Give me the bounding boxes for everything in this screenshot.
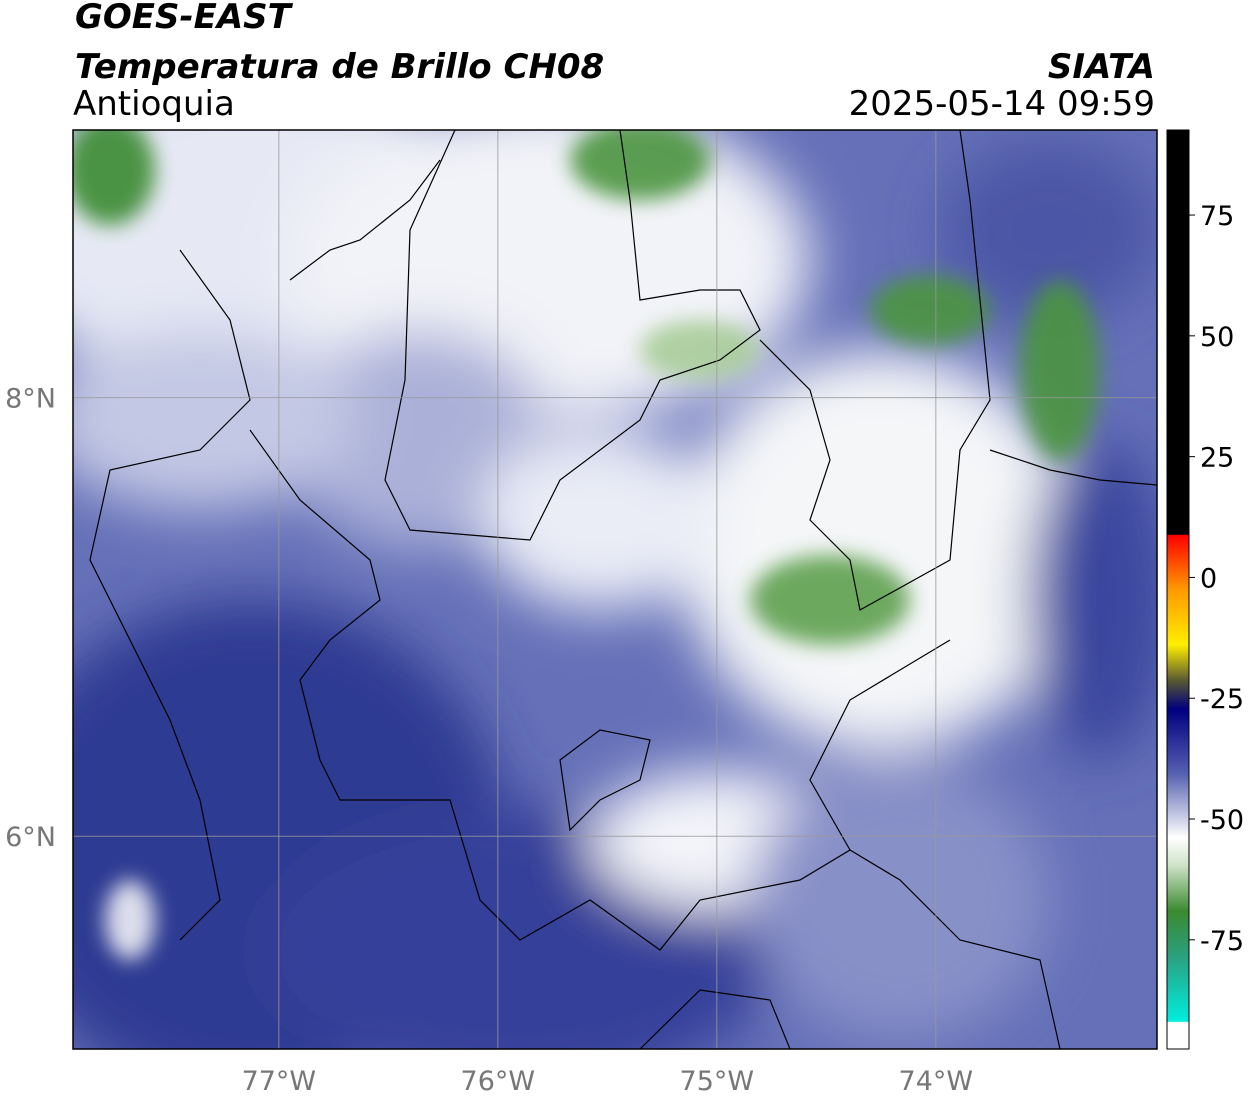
- product-title: Temperatura de Brillo CH08: [75, 47, 604, 87]
- lat-tick-label: 6°N: [5, 822, 56, 853]
- colorbar-tick-label: -75: [1200, 926, 1244, 957]
- satellite-image: [73, 130, 1157, 1049]
- lon-tick-label: 76°W: [461, 1066, 536, 1097]
- source: SIATA: [1048, 47, 1155, 87]
- lon-tick-label: 77°W: [242, 1066, 317, 1097]
- borders: [89, 130, 1157, 1049]
- colorbar-tick-label: 50: [1200, 322, 1234, 353]
- colorbar-tick-label: -25: [1200, 684, 1244, 715]
- lat-tick-label: 8°N: [5, 384, 56, 415]
- colorbar-tick-label: 25: [1200, 443, 1234, 474]
- colorbar: [1166, 129, 1190, 1050]
- satellite-title: GOES-EAST: [75, 0, 294, 37]
- colorbar-tick-label: 0: [1200, 563, 1217, 594]
- lon-tick-label: 75°W: [680, 1066, 755, 1097]
- colorbar-tick-label: -50: [1200, 805, 1244, 836]
- timestamp: 2025-05-14 09:59: [849, 84, 1155, 124]
- lon-tick-label: 74°W: [899, 1066, 974, 1097]
- region: Antioquia: [73, 84, 235, 124]
- map-frame: [72, 129, 1158, 1050]
- colorbar-tick-label: 75: [1200, 201, 1234, 232]
